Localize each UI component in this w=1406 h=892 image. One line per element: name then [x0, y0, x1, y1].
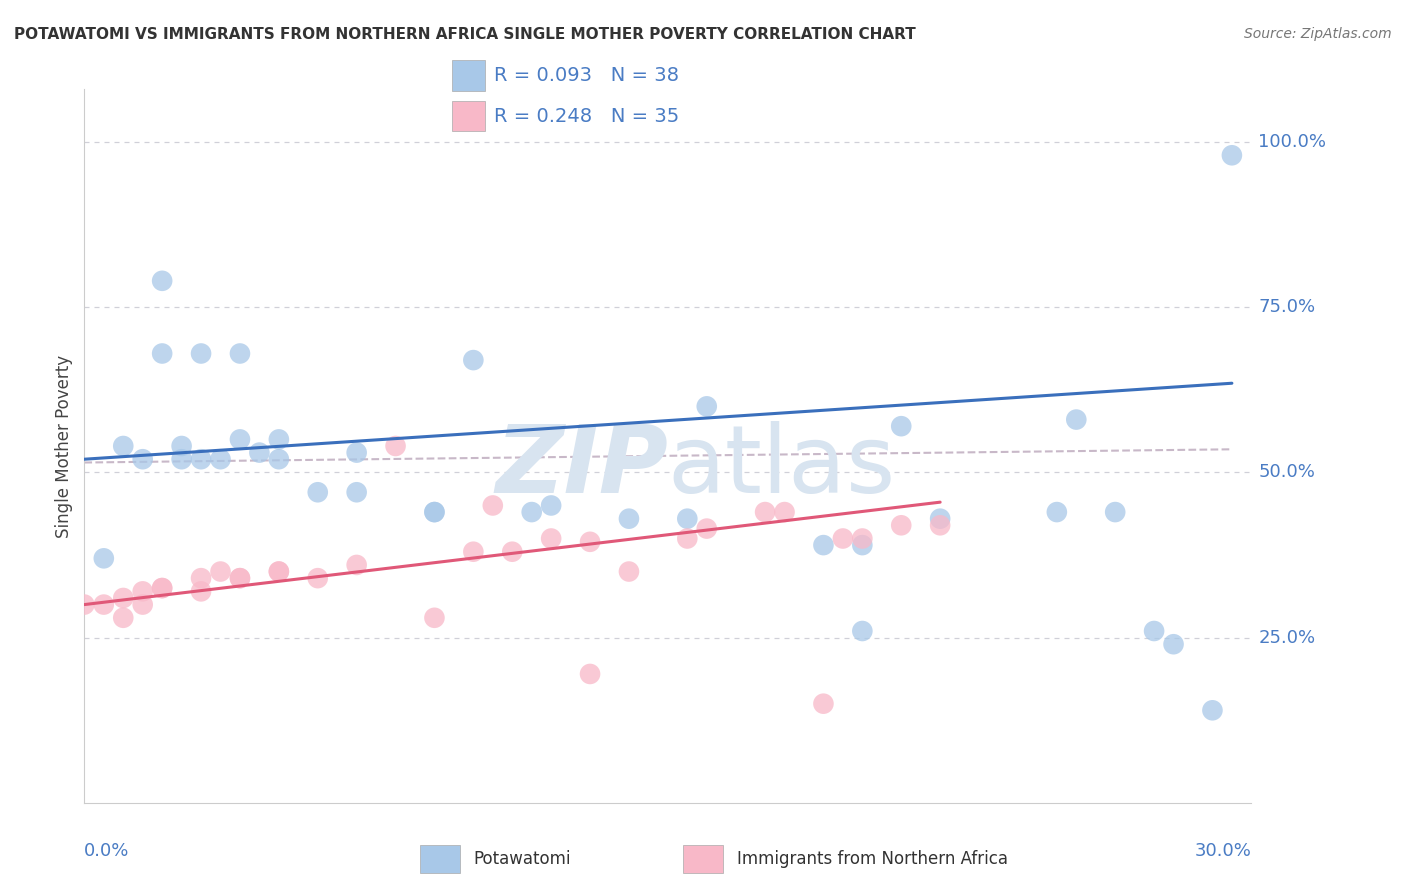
Point [190, 571, 212, 585]
Point [813, 697, 835, 711]
Point [423, 505, 446, 519]
Text: R = 0.093   N = 38: R = 0.093 N = 38 [495, 66, 679, 85]
Text: 75.0%: 75.0% [1258, 298, 1316, 317]
Point [1220, 148, 1243, 162]
Y-axis label: Single Mother Poverty: Single Mother Poverty [55, 354, 73, 538]
Point [1201, 703, 1223, 717]
Point [501, 545, 523, 559]
Point [73, 598, 96, 612]
Point [112, 439, 135, 453]
Point [267, 565, 290, 579]
Point [851, 624, 873, 638]
Point [1143, 624, 1166, 638]
Text: Immigrants from Northern Africa: Immigrants from Northern Africa [737, 849, 1008, 868]
Point [423, 505, 446, 519]
Point [267, 565, 290, 579]
Text: 100.0%: 100.0% [1258, 133, 1326, 151]
Point [617, 565, 640, 579]
FancyBboxPatch shape [419, 846, 460, 872]
Point [132, 584, 155, 599]
Point [1163, 637, 1185, 651]
Point [150, 274, 173, 288]
Text: POTAWATOMI VS IMMIGRANTS FROM NORTHERN AFRICA SINGLE MOTHER POVERTY CORRELATION : POTAWATOMI VS IMMIGRANTS FROM NORTHERN A… [14, 27, 915, 42]
Point [112, 591, 135, 605]
Point [229, 346, 252, 360]
Point [463, 545, 485, 559]
FancyBboxPatch shape [683, 846, 723, 872]
Text: 25.0%: 25.0% [1258, 629, 1316, 647]
Point [676, 511, 699, 525]
Point [696, 522, 718, 536]
Point [307, 485, 329, 500]
Point [1104, 505, 1126, 519]
Point [1046, 505, 1069, 519]
Point [190, 584, 212, 599]
FancyBboxPatch shape [451, 101, 485, 131]
Point [929, 518, 952, 533]
Point [346, 485, 368, 500]
Point [209, 565, 232, 579]
Point [851, 532, 873, 546]
Point [267, 452, 290, 467]
Point [813, 538, 835, 552]
Point [579, 534, 602, 549]
Text: Source: ZipAtlas.com: Source: ZipAtlas.com [1244, 27, 1392, 41]
Point [112, 611, 135, 625]
Point [132, 452, 155, 467]
Point [696, 400, 718, 414]
Text: atlas: atlas [668, 421, 896, 514]
Point [229, 433, 252, 447]
FancyBboxPatch shape [451, 61, 485, 91]
Point [540, 532, 562, 546]
Point [346, 558, 368, 572]
Point [93, 598, 115, 612]
Point [579, 667, 602, 681]
Point [150, 581, 173, 595]
Point [890, 518, 912, 533]
Point [773, 505, 796, 519]
Point [481, 499, 505, 513]
Point [540, 499, 562, 513]
Point [754, 505, 776, 519]
Point [190, 346, 212, 360]
Point [890, 419, 912, 434]
Point [132, 598, 155, 612]
Point [520, 505, 543, 519]
Point [463, 353, 485, 368]
Point [93, 551, 115, 566]
Point [423, 611, 446, 625]
Point [190, 452, 212, 467]
Point [384, 439, 406, 453]
Point [150, 346, 173, 360]
Point [617, 511, 640, 525]
Point [929, 511, 952, 525]
Point [676, 532, 699, 546]
Point [346, 445, 368, 459]
Point [150, 581, 173, 595]
Point [170, 452, 193, 467]
Point [851, 538, 873, 552]
Point [229, 571, 252, 585]
Point [307, 571, 329, 585]
Point [267, 433, 290, 447]
Text: R = 0.248   N = 35: R = 0.248 N = 35 [495, 107, 679, 126]
Point [229, 571, 252, 585]
Point [1066, 412, 1088, 426]
Point [209, 452, 232, 467]
Text: ZIP: ZIP [495, 421, 668, 514]
Text: 50.0%: 50.0% [1258, 464, 1315, 482]
Text: 0.0%: 0.0% [84, 842, 129, 860]
Point [170, 439, 193, 453]
Text: Potawatomi: Potawatomi [474, 849, 571, 868]
Text: 30.0%: 30.0% [1195, 842, 1251, 860]
Point [247, 445, 270, 459]
Point [832, 532, 855, 546]
